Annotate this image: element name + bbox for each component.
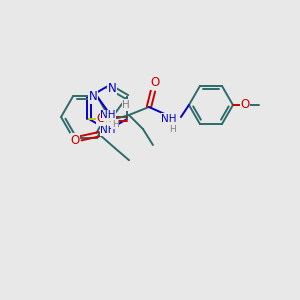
Text: NH: NH: [100, 110, 116, 120]
Text: O: O: [96, 112, 106, 125]
Text: H: H: [169, 124, 176, 134]
Text: N: N: [88, 91, 97, 103]
Text: O: O: [240, 98, 250, 112]
Text: O: O: [150, 76, 160, 89]
Text: NH: NH: [100, 125, 116, 135]
Text: H: H: [112, 120, 118, 129]
Text: H: H: [122, 100, 130, 110]
Text: O: O: [70, 134, 80, 147]
Text: S: S: [107, 112, 115, 125]
Text: N: N: [108, 82, 116, 94]
Text: NH: NH: [161, 114, 177, 124]
Text: H: H: [101, 115, 109, 125]
